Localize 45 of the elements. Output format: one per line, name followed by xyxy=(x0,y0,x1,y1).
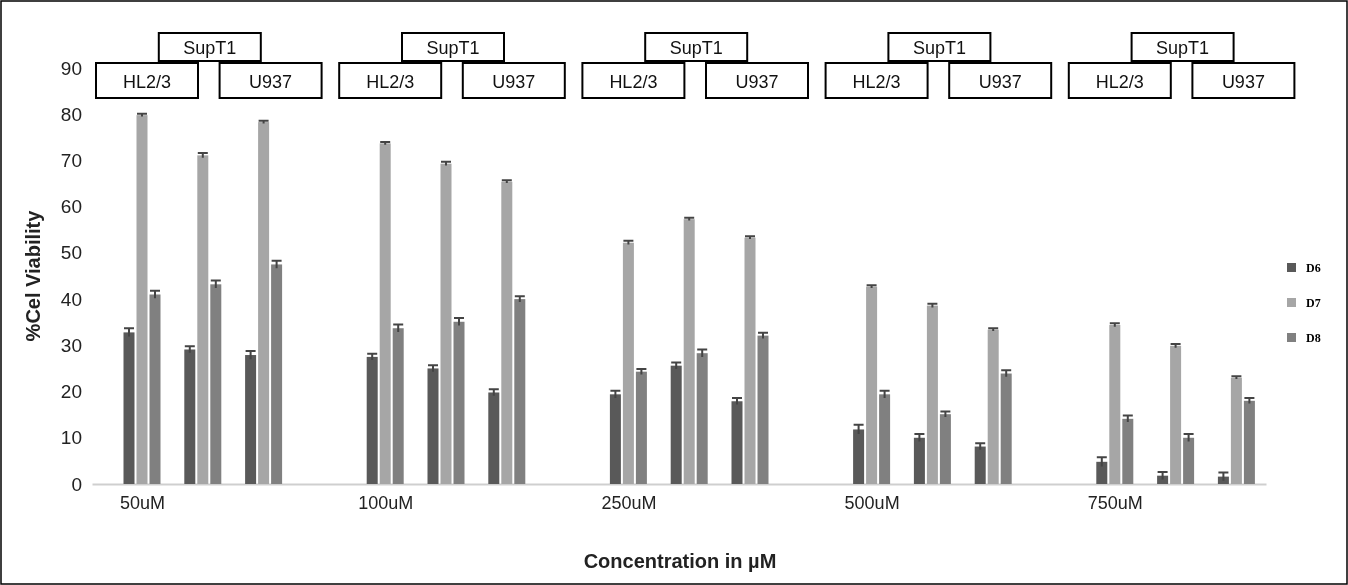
annotation: U937 xyxy=(492,72,536,92)
label-box: U937 xyxy=(705,62,809,99)
label-box: SupT1 xyxy=(401,32,505,62)
y-tick-label: 20 xyxy=(60,381,82,403)
y-tick-label: 90 xyxy=(60,57,82,79)
x-tick-label: 100uM xyxy=(358,492,414,513)
y-axis-title: %Cel Viability xyxy=(22,209,44,342)
annotation: U937 xyxy=(978,72,1022,92)
x-tick-label: 500uM xyxy=(844,492,900,513)
y-tick-label: 50 xyxy=(60,242,82,264)
legend-label: D7 xyxy=(1306,296,1321,310)
label-box: HL2/3 xyxy=(338,62,443,99)
label-box: SupT1 xyxy=(644,32,749,62)
annotation: HL2/3 xyxy=(852,72,901,92)
annotation: U937 xyxy=(1221,72,1265,92)
x-axis-title: Concentration in µM xyxy=(583,550,777,572)
y-tick-label: 60 xyxy=(60,196,82,218)
annotation: HL2/3 xyxy=(366,72,415,92)
annotation: U937 xyxy=(735,72,779,92)
x-tick-label: 750uM xyxy=(1087,492,1143,513)
label-box: SupT1 xyxy=(157,32,262,62)
label-box: SupT1 xyxy=(887,32,992,62)
y-tick-label: 80 xyxy=(60,103,82,125)
y-tick-label: 70 xyxy=(60,150,82,172)
label-box: U937 xyxy=(1191,62,1296,99)
label-box: HL2/3 xyxy=(824,62,929,99)
label-box: SupT1 xyxy=(1130,32,1235,62)
y-tick-label: 40 xyxy=(60,288,82,310)
label-box: HL2/3 xyxy=(581,62,686,99)
label-box: U937 xyxy=(461,62,566,99)
annotation: HL2/3 xyxy=(1095,72,1144,92)
label-box: HL2/3 xyxy=(1067,62,1172,99)
annotation: HL2/3 xyxy=(122,72,172,92)
annotation: U937 xyxy=(249,72,293,92)
legend-label: D8 xyxy=(1306,331,1321,345)
y-tick-label: 10 xyxy=(60,427,82,449)
y-tick-label: 30 xyxy=(60,334,82,356)
label-box: HL2/3 xyxy=(95,62,199,99)
x-tick-label: 250uM xyxy=(601,492,657,513)
legend-label: D6 xyxy=(1306,261,1321,275)
label-box: U937 xyxy=(948,62,1053,99)
y-tick-label: 0 xyxy=(71,473,82,495)
label-box: U937 xyxy=(218,62,323,99)
x-tick-label: 50uM xyxy=(119,492,166,513)
annotation: HL2/3 xyxy=(609,72,658,92)
